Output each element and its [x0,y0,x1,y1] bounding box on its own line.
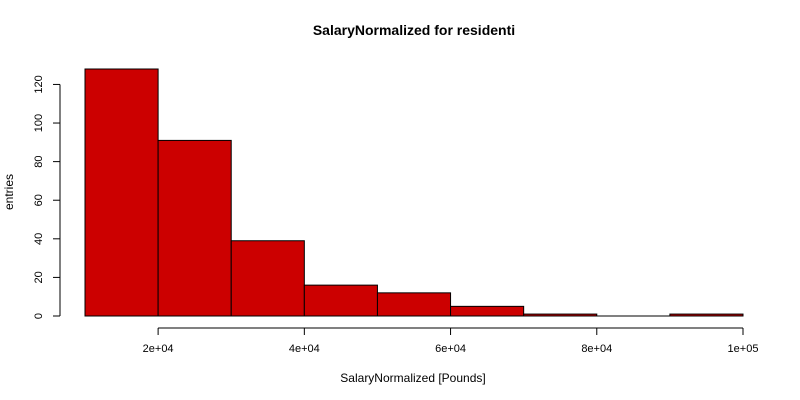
y-tick-label-3: 60 [33,194,45,206]
x-tick-label-1: 4e+04 [289,343,320,355]
x-axis-label: SalaryNormalized [Pounds] [340,371,485,385]
histogram-bar-8 [669,313,744,317]
y-tick-label-4: 80 [33,156,45,168]
y-tick-label-2: 40 [33,233,45,245]
y-tick-label-6: 120 [33,75,45,93]
bars-group [84,68,744,317]
y-tick-label-0: 0 [33,313,45,319]
x-tick-label-0: 2e+04 [143,343,174,355]
histogram-bar-2 [230,240,305,317]
y-tick-label-5: 100 [33,114,45,132]
x-axis: 2e+04 4e+04 6e+04 8e+04 1e+05 [143,327,759,355]
histogram-bar-0 [84,68,159,317]
y-axis: 0 20 40 60 80 100 120 [33,75,61,319]
y-tick-label-1: 20 [33,271,45,283]
histogram-bar-4 [376,292,452,317]
chart-title: SalaryNormalized for residenti [313,22,515,38]
x-tick-label-2: 6e+04 [435,343,466,355]
histogram-bar-3 [303,284,378,317]
x-tick-label-3: 8e+04 [581,343,612,355]
x-tick-label-4: 1e+05 [728,343,759,355]
histogram-bar-6 [523,313,598,317]
y-axis-label: entries [2,174,16,210]
histogram-bar-5 [450,305,525,317]
histogram-bar-1 [157,139,232,317]
